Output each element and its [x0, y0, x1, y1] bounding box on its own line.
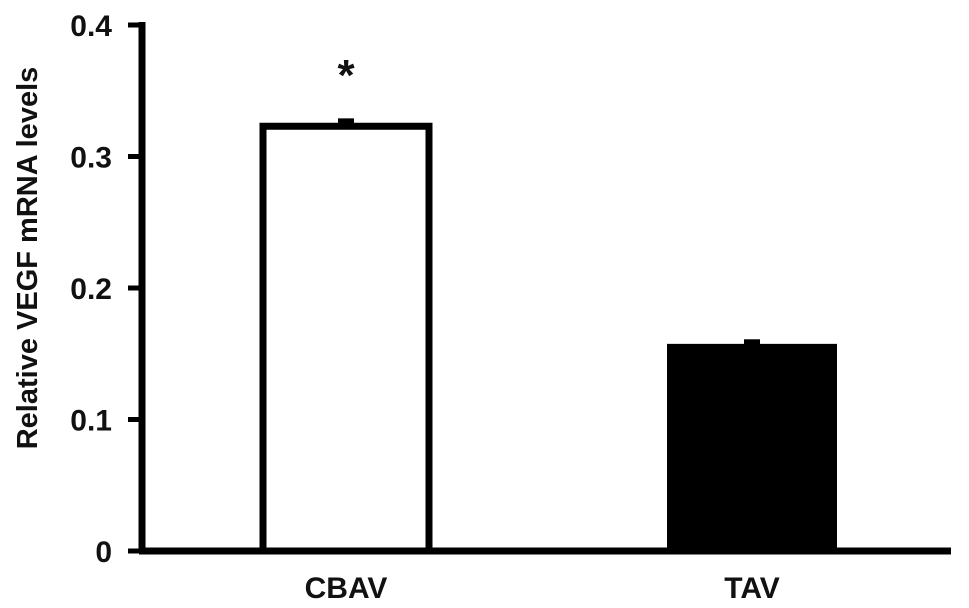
- annotations: *: [337, 51, 355, 100]
- x-tick-label-cbav: CBAV: [305, 572, 388, 605]
- y-axis-title: Relative VEGF mRNA levels: [12, 67, 44, 450]
- bar-tav: [667, 343, 837, 553]
- y-tick-label: 0: [95, 536, 112, 569]
- y-tick-label: 0.2: [70, 273, 112, 306]
- bars: [259, 118, 837, 555]
- significance-marker: *: [337, 51, 355, 100]
- x-tick-label-tav: TAV: [724, 572, 780, 605]
- error-bar-tav: [744, 339, 760, 348]
- y-tick-label: 0.4: [70, 10, 112, 43]
- y-ticks: 0 0.1 0.2 0.3 0.4: [70, 10, 142, 569]
- x-ticks: CBAV TAV: [305, 572, 780, 605]
- bar-cbav: [259, 122, 433, 555]
- y-tick-label: 0.3: [70, 142, 112, 175]
- y-tick-label: 0.1: [70, 405, 112, 438]
